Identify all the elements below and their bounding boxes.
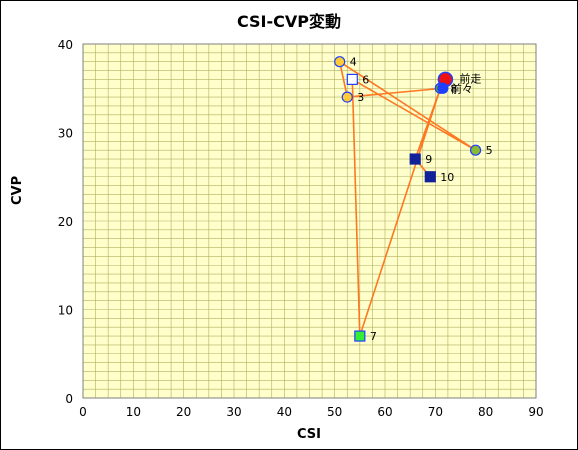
grid [82, 43, 537, 399]
x-tick-label: 70 [428, 405, 443, 419]
y-tick-label: 10 [58, 304, 73, 318]
point-4 [334, 56, 346, 68]
x-tick-label: 0 [79, 405, 87, 419]
trajectory-lines [338, 59, 477, 337]
x-tick-label: 60 [377, 405, 392, 419]
x-axis-label: CSI [297, 427, 321, 442]
point-label: 前走 [459, 71, 481, 85]
point-label: 10 [440, 171, 454, 184]
chart-title: CSI-CVP変動 [236, 12, 341, 31]
x-tick-label: 30 [226, 405, 241, 419]
point-7 [354, 330, 366, 342]
point-5 [470, 144, 482, 156]
point-6 [346, 73, 358, 86]
point-前々 [437, 82, 449, 94]
x-tick-label: 20 [176, 405, 191, 419]
point-label: 5 [486, 144, 493, 157]
trajectory-line [338, 59, 477, 337]
point-9 [409, 153, 421, 165]
y-tick-label: 20 [58, 215, 73, 229]
x-tick-label: 80 [478, 405, 493, 419]
point-label: 6 [362, 73, 369, 86]
point-label: 3 [357, 91, 364, 104]
point-10 [424, 171, 436, 183]
plot-border [82, 43, 537, 399]
point-label: 4 [350, 56, 357, 69]
x-tick-label: 50 [327, 405, 342, 419]
x-tick-label: 10 [126, 405, 141, 419]
tick-labels: 0 10 20 30 40 50 60 70 80 90 0 10 20 30 40 [58, 38, 544, 419]
point-label: 7 [370, 330, 377, 343]
point-label: 前々 [451, 81, 473, 95]
x-tick-label: 40 [277, 405, 292, 419]
data-points [334, 56, 482, 342]
point-3 [341, 91, 353, 103]
x-tick-label: 90 [528, 405, 543, 419]
y-tick-label: 40 [58, 38, 73, 52]
y-tick-label: 30 [58, 127, 73, 141]
point-label: 8 [450, 82, 457, 95]
point-label: 9 [425, 153, 432, 166]
y-tick-label: 0 [65, 392, 73, 406]
